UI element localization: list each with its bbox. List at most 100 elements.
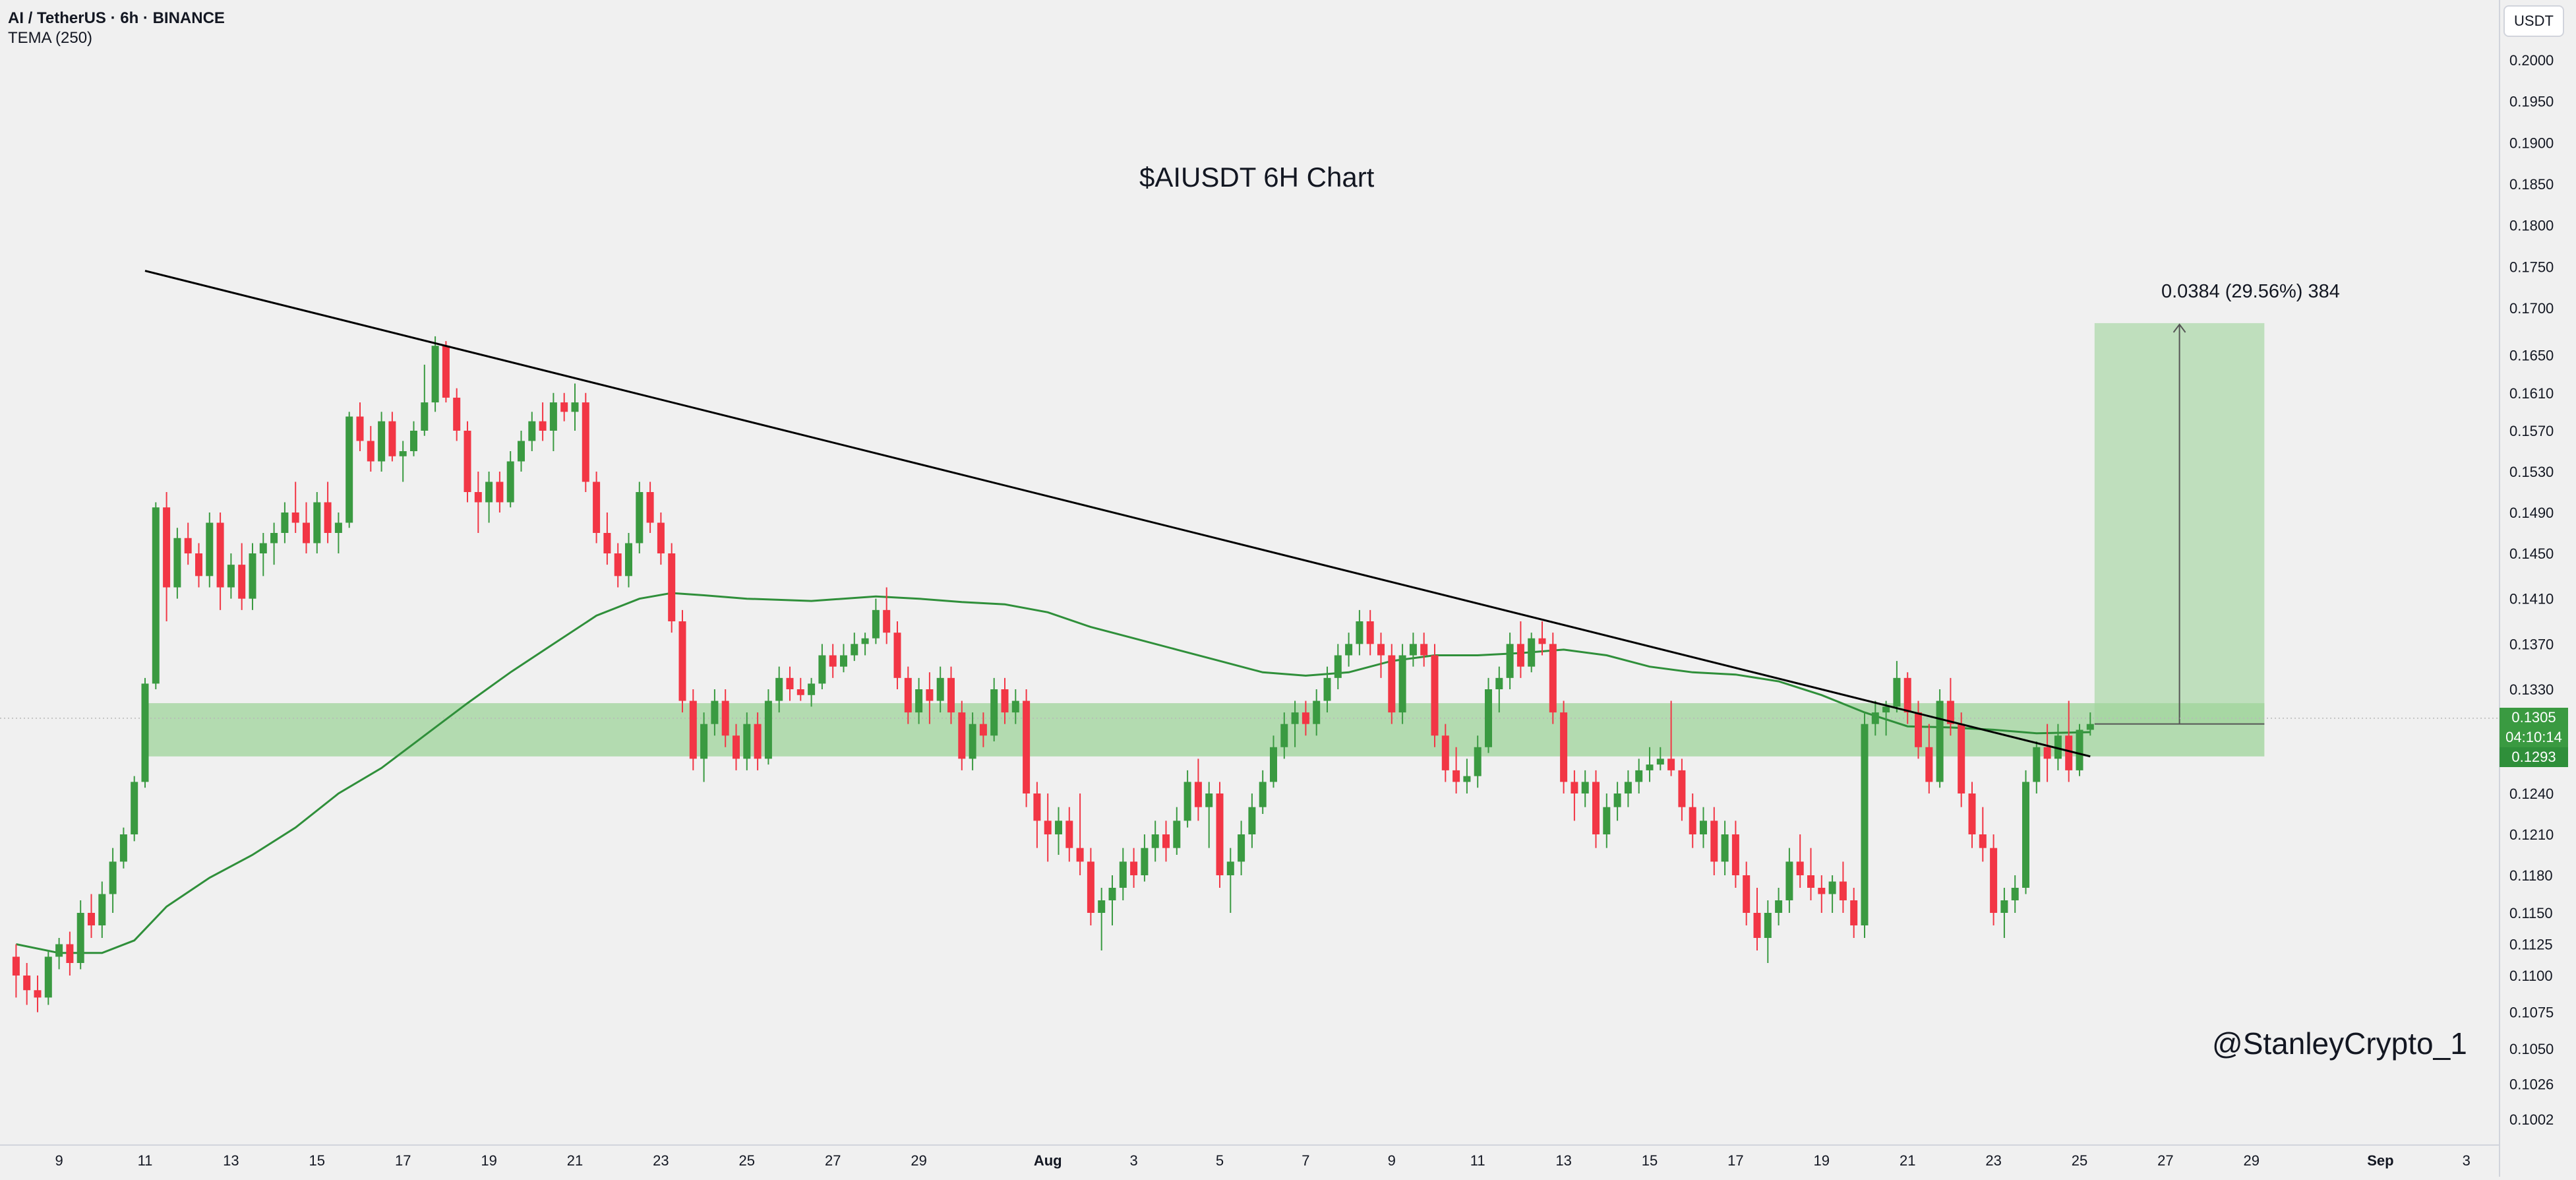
candle-body bbox=[1173, 821, 1181, 848]
candle-body bbox=[1700, 821, 1707, 834]
candle-body bbox=[12, 956, 20, 976]
candle-body bbox=[1528, 638, 1536, 667]
candle-body bbox=[1818, 888, 1826, 894]
candle-body bbox=[23, 976, 31, 991]
candle-body bbox=[1571, 782, 1578, 793]
x-tick-label: 3 bbox=[2463, 1152, 2471, 1169]
candle-body bbox=[2011, 888, 2019, 900]
candle-body bbox=[754, 724, 762, 759]
candle-body bbox=[1516, 644, 1524, 667]
candle-body bbox=[195, 553, 202, 576]
candle-body bbox=[1785, 861, 1793, 900]
candle-body bbox=[1065, 821, 1073, 848]
candle-body bbox=[1205, 793, 1213, 807]
candle-body bbox=[775, 677, 783, 701]
candle-body bbox=[227, 565, 235, 588]
y-tick-label: 0.1240 bbox=[2509, 786, 2554, 802]
candle-body bbox=[2022, 782, 2029, 888]
candle-body bbox=[1323, 677, 1331, 701]
y-tick-label: 0.1650 bbox=[2509, 348, 2554, 364]
candle-body bbox=[270, 533, 278, 543]
candle-body bbox=[1087, 861, 1094, 913]
y-tick-label: 0.1700 bbox=[2509, 300, 2554, 317]
candle-body bbox=[1861, 724, 1869, 925]
candle-body bbox=[238, 565, 246, 599]
candle-body bbox=[1581, 782, 1589, 793]
candle-body bbox=[1656, 759, 1664, 765]
x-tick-label: 9 bbox=[1388, 1152, 1396, 1169]
candle-body bbox=[34, 990, 42, 998]
candle-body bbox=[893, 633, 901, 678]
candle-body bbox=[281, 512, 289, 533]
candle-body bbox=[496, 481, 504, 503]
candle-body bbox=[872, 609, 880, 638]
candle-body bbox=[1345, 644, 1353, 656]
candle-body bbox=[840, 655, 847, 667]
candle-body bbox=[1753, 913, 1761, 938]
indicator-legend[interactable]: TEMA (250) bbox=[8, 29, 93, 47]
candle-body bbox=[786, 677, 794, 689]
candle-body bbox=[98, 894, 106, 925]
candle-body bbox=[915, 689, 923, 713]
candle-body bbox=[485, 481, 493, 503]
candle-body bbox=[1613, 793, 1621, 807]
candle-body bbox=[1624, 782, 1632, 793]
candle-body bbox=[1377, 644, 1385, 656]
candle-body bbox=[818, 655, 826, 684]
candle-body bbox=[1151, 834, 1159, 848]
x-tick-label: 7 bbox=[1302, 1152, 1309, 1169]
candle-body bbox=[528, 421, 536, 441]
candle-body bbox=[614, 553, 622, 576]
candle-body bbox=[979, 724, 987, 736]
y-tick-label: 0.1450 bbox=[2509, 545, 2554, 562]
candle-body bbox=[131, 782, 138, 834]
candle-body bbox=[1162, 834, 1170, 848]
candle-body bbox=[1689, 807, 1696, 834]
x-tick-label: 5 bbox=[1216, 1152, 1224, 1169]
support-zone bbox=[145, 703, 2265, 757]
candle-body bbox=[1485, 689, 1492, 747]
candle-body bbox=[2033, 747, 2041, 782]
x-tick-label: 3 bbox=[1129, 1152, 1137, 1169]
candle-body bbox=[721, 700, 729, 736]
candle-body bbox=[44, 956, 52, 998]
candle-body bbox=[743, 724, 751, 759]
candle-body bbox=[969, 724, 976, 759]
candle-body bbox=[1076, 848, 1084, 862]
symbol-legend[interactable]: AI / TetherUS · 6h · BINANCE bbox=[8, 9, 225, 27]
candle-body bbox=[1775, 900, 1783, 913]
candle-body bbox=[1764, 913, 1772, 938]
candle-body bbox=[1474, 747, 1482, 776]
candle-body bbox=[851, 644, 858, 656]
candle-body bbox=[2086, 724, 2094, 730]
currency-selector[interactable]: USDT bbox=[2503, 5, 2564, 37]
candle-body bbox=[1646, 764, 1654, 770]
candle-body bbox=[796, 689, 804, 695]
chart-title: $AIUSDT 6H Chart bbox=[1139, 162, 1375, 193]
candle-body bbox=[1431, 655, 1439, 736]
x-tick-label: 13 bbox=[223, 1152, 239, 1169]
countdown-badge: 04:10:14 bbox=[2500, 727, 2568, 747]
candle-body bbox=[1248, 807, 1256, 834]
candle-body bbox=[206, 522, 214, 576]
author-watermark: @StanleyCrypto_1 bbox=[2212, 1026, 2467, 1061]
candle-body bbox=[668, 553, 676, 621]
measure-arrow-head bbox=[2172, 323, 2186, 333]
candle-body bbox=[1044, 821, 1052, 834]
candle-body bbox=[2076, 730, 2083, 770]
y-tick-label: 0.1950 bbox=[2509, 94, 2554, 110]
candle-body bbox=[560, 402, 568, 412]
y-tick-label: 0.1530 bbox=[2509, 464, 2554, 480]
x-tick-label: 19 bbox=[1814, 1152, 1830, 1169]
candle-body bbox=[109, 861, 117, 894]
candle-body bbox=[1796, 861, 1804, 875]
tema-line bbox=[16, 592, 2091, 954]
y-tick-label: 0.1050 bbox=[2509, 1041, 2554, 1057]
candle-body bbox=[1259, 782, 1267, 807]
candle-body bbox=[1560, 712, 1568, 782]
y-tick-label: 0.1750 bbox=[2509, 259, 2554, 275]
candle-body bbox=[711, 700, 719, 724]
y-tick-label: 0.1210 bbox=[2509, 826, 2554, 843]
